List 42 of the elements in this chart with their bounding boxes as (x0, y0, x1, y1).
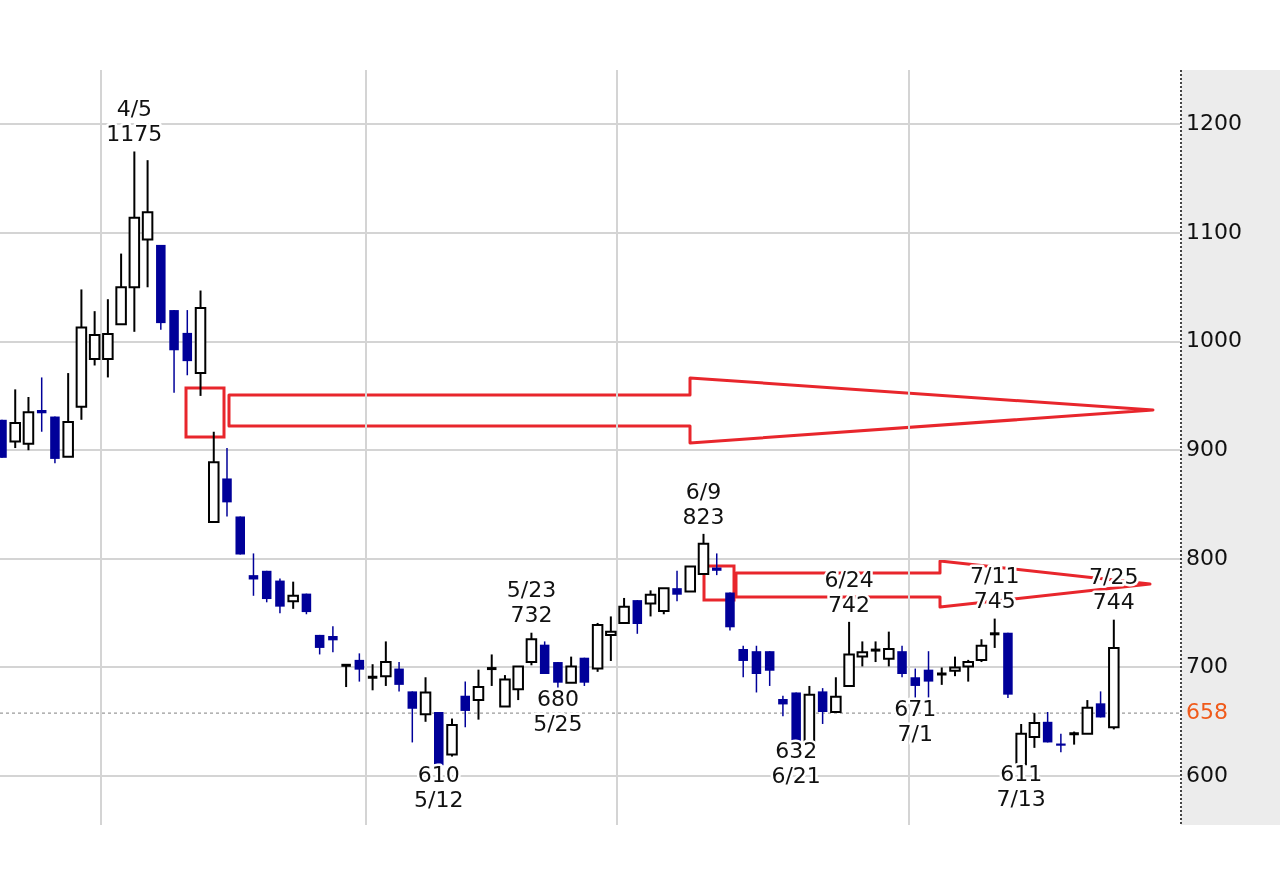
candlestick (751, 645, 762, 694)
candlestick (341, 663, 351, 689)
candlestick (672, 570, 682, 602)
ref-line-label: 658 (1186, 698, 1228, 724)
candlestick (460, 680, 471, 728)
candlestick (222, 447, 232, 518)
y-tick-label: 800 (1186, 544, 1228, 570)
candlestick (632, 599, 643, 635)
candlestick (553, 661, 563, 690)
candlestick (407, 690, 418, 744)
candlestick (366, 663, 378, 692)
annotation: 4/5 1175 (106, 96, 163, 147)
annotation: 671 7/1 (894, 695, 937, 746)
annotation: 632 6/21 (771, 738, 821, 789)
annotation: 680 5/25 (533, 685, 583, 736)
candlestick (1042, 711, 1053, 744)
y-tick-label: 900 (1186, 435, 1228, 461)
candlestick (817, 687, 828, 725)
candlestick (485, 653, 497, 687)
y-tick-label: 600 (1186, 761, 1228, 787)
annotation: 610 5/12 (414, 761, 464, 812)
y-tick-label: 1100 (1186, 218, 1242, 244)
candlestick (897, 645, 907, 679)
y-tick-label: 1000 (1186, 327, 1242, 353)
candlestick (354, 652, 365, 683)
candlestick (910, 667, 921, 700)
candlestick (1095, 690, 1106, 719)
y-tick-label: 1200 (1186, 110, 1242, 136)
annotation: 6/24 742 (824, 566, 874, 617)
candlestick (778, 694, 788, 718)
annotation: 6/9 823 (682, 478, 725, 529)
candlestick (738, 645, 748, 679)
candlestick (869, 640, 881, 664)
candlestick (328, 625, 338, 654)
candlestick (764, 650, 775, 687)
candlestick (394, 661, 404, 693)
candlestick (923, 650, 934, 699)
candlestick (1056, 733, 1066, 753)
annotation: 611 7/13 (996, 760, 1046, 811)
candlestick (988, 617, 1000, 649)
annotation: 5/23 732 (506, 577, 557, 628)
y-tick-label: 700 (1186, 653, 1228, 679)
